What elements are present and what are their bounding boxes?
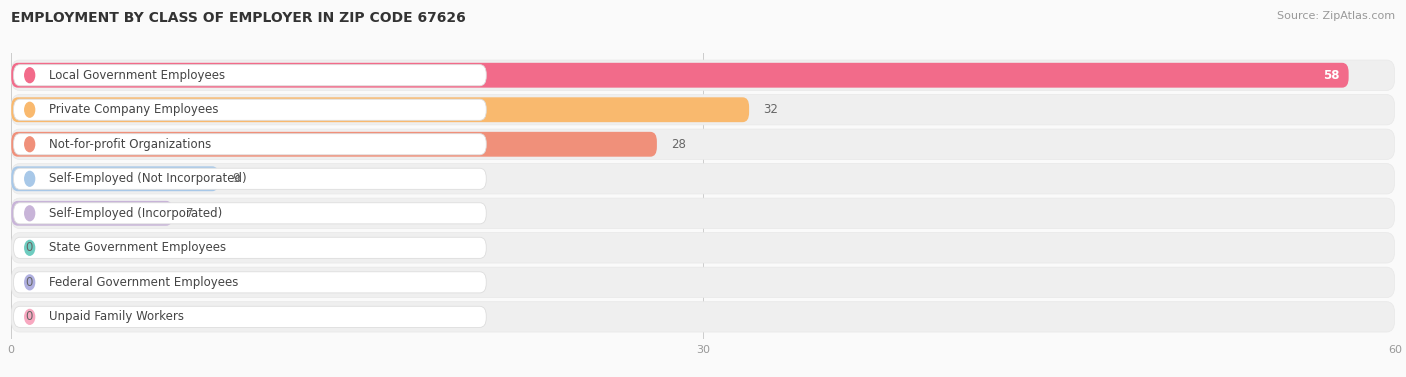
Text: 9: 9 — [232, 172, 240, 185]
FancyBboxPatch shape — [14, 168, 486, 189]
FancyBboxPatch shape — [14, 134, 486, 155]
FancyBboxPatch shape — [11, 233, 1395, 263]
FancyBboxPatch shape — [11, 95, 1395, 125]
Text: State Government Employees: State Government Employees — [49, 241, 226, 254]
FancyBboxPatch shape — [11, 60, 1395, 90]
FancyBboxPatch shape — [14, 237, 486, 258]
FancyBboxPatch shape — [11, 198, 1395, 228]
Text: Federal Government Employees: Federal Government Employees — [49, 276, 239, 289]
Text: Source: ZipAtlas.com: Source: ZipAtlas.com — [1277, 11, 1395, 21]
FancyBboxPatch shape — [14, 272, 486, 293]
FancyBboxPatch shape — [11, 97, 749, 122]
Text: 7: 7 — [187, 207, 194, 220]
Text: 58: 58 — [1323, 69, 1340, 82]
FancyBboxPatch shape — [11, 164, 1395, 194]
FancyBboxPatch shape — [14, 64, 486, 86]
Circle shape — [25, 206, 35, 221]
FancyBboxPatch shape — [14, 203, 486, 224]
Text: Local Government Employees: Local Government Employees — [49, 69, 225, 82]
Circle shape — [25, 275, 35, 290]
FancyBboxPatch shape — [14, 306, 486, 328]
Circle shape — [25, 241, 35, 255]
Circle shape — [25, 68, 35, 83]
Text: 0: 0 — [25, 276, 32, 289]
Text: Self-Employed (Incorporated): Self-Employed (Incorporated) — [49, 207, 222, 220]
FancyBboxPatch shape — [11, 201, 173, 226]
Text: EMPLOYMENT BY CLASS OF EMPLOYER IN ZIP CODE 67626: EMPLOYMENT BY CLASS OF EMPLOYER IN ZIP C… — [11, 11, 465, 25]
Circle shape — [25, 172, 35, 186]
Text: Self-Employed (Not Incorporated): Self-Employed (Not Incorporated) — [49, 172, 247, 185]
Text: 0: 0 — [25, 310, 32, 323]
Circle shape — [25, 102, 35, 117]
Circle shape — [25, 137, 35, 152]
FancyBboxPatch shape — [11, 132, 657, 157]
Circle shape — [25, 310, 35, 324]
FancyBboxPatch shape — [11, 63, 1348, 87]
Text: 28: 28 — [671, 138, 686, 151]
Text: Private Company Employees: Private Company Employees — [49, 103, 219, 116]
FancyBboxPatch shape — [11, 166, 219, 191]
Text: Unpaid Family Workers: Unpaid Family Workers — [49, 310, 184, 323]
FancyBboxPatch shape — [11, 267, 1395, 297]
FancyBboxPatch shape — [11, 129, 1395, 159]
FancyBboxPatch shape — [14, 99, 486, 120]
Text: 0: 0 — [25, 241, 32, 254]
Text: Not-for-profit Organizations: Not-for-profit Organizations — [49, 138, 211, 151]
Text: 32: 32 — [763, 103, 778, 116]
FancyBboxPatch shape — [11, 302, 1395, 332]
